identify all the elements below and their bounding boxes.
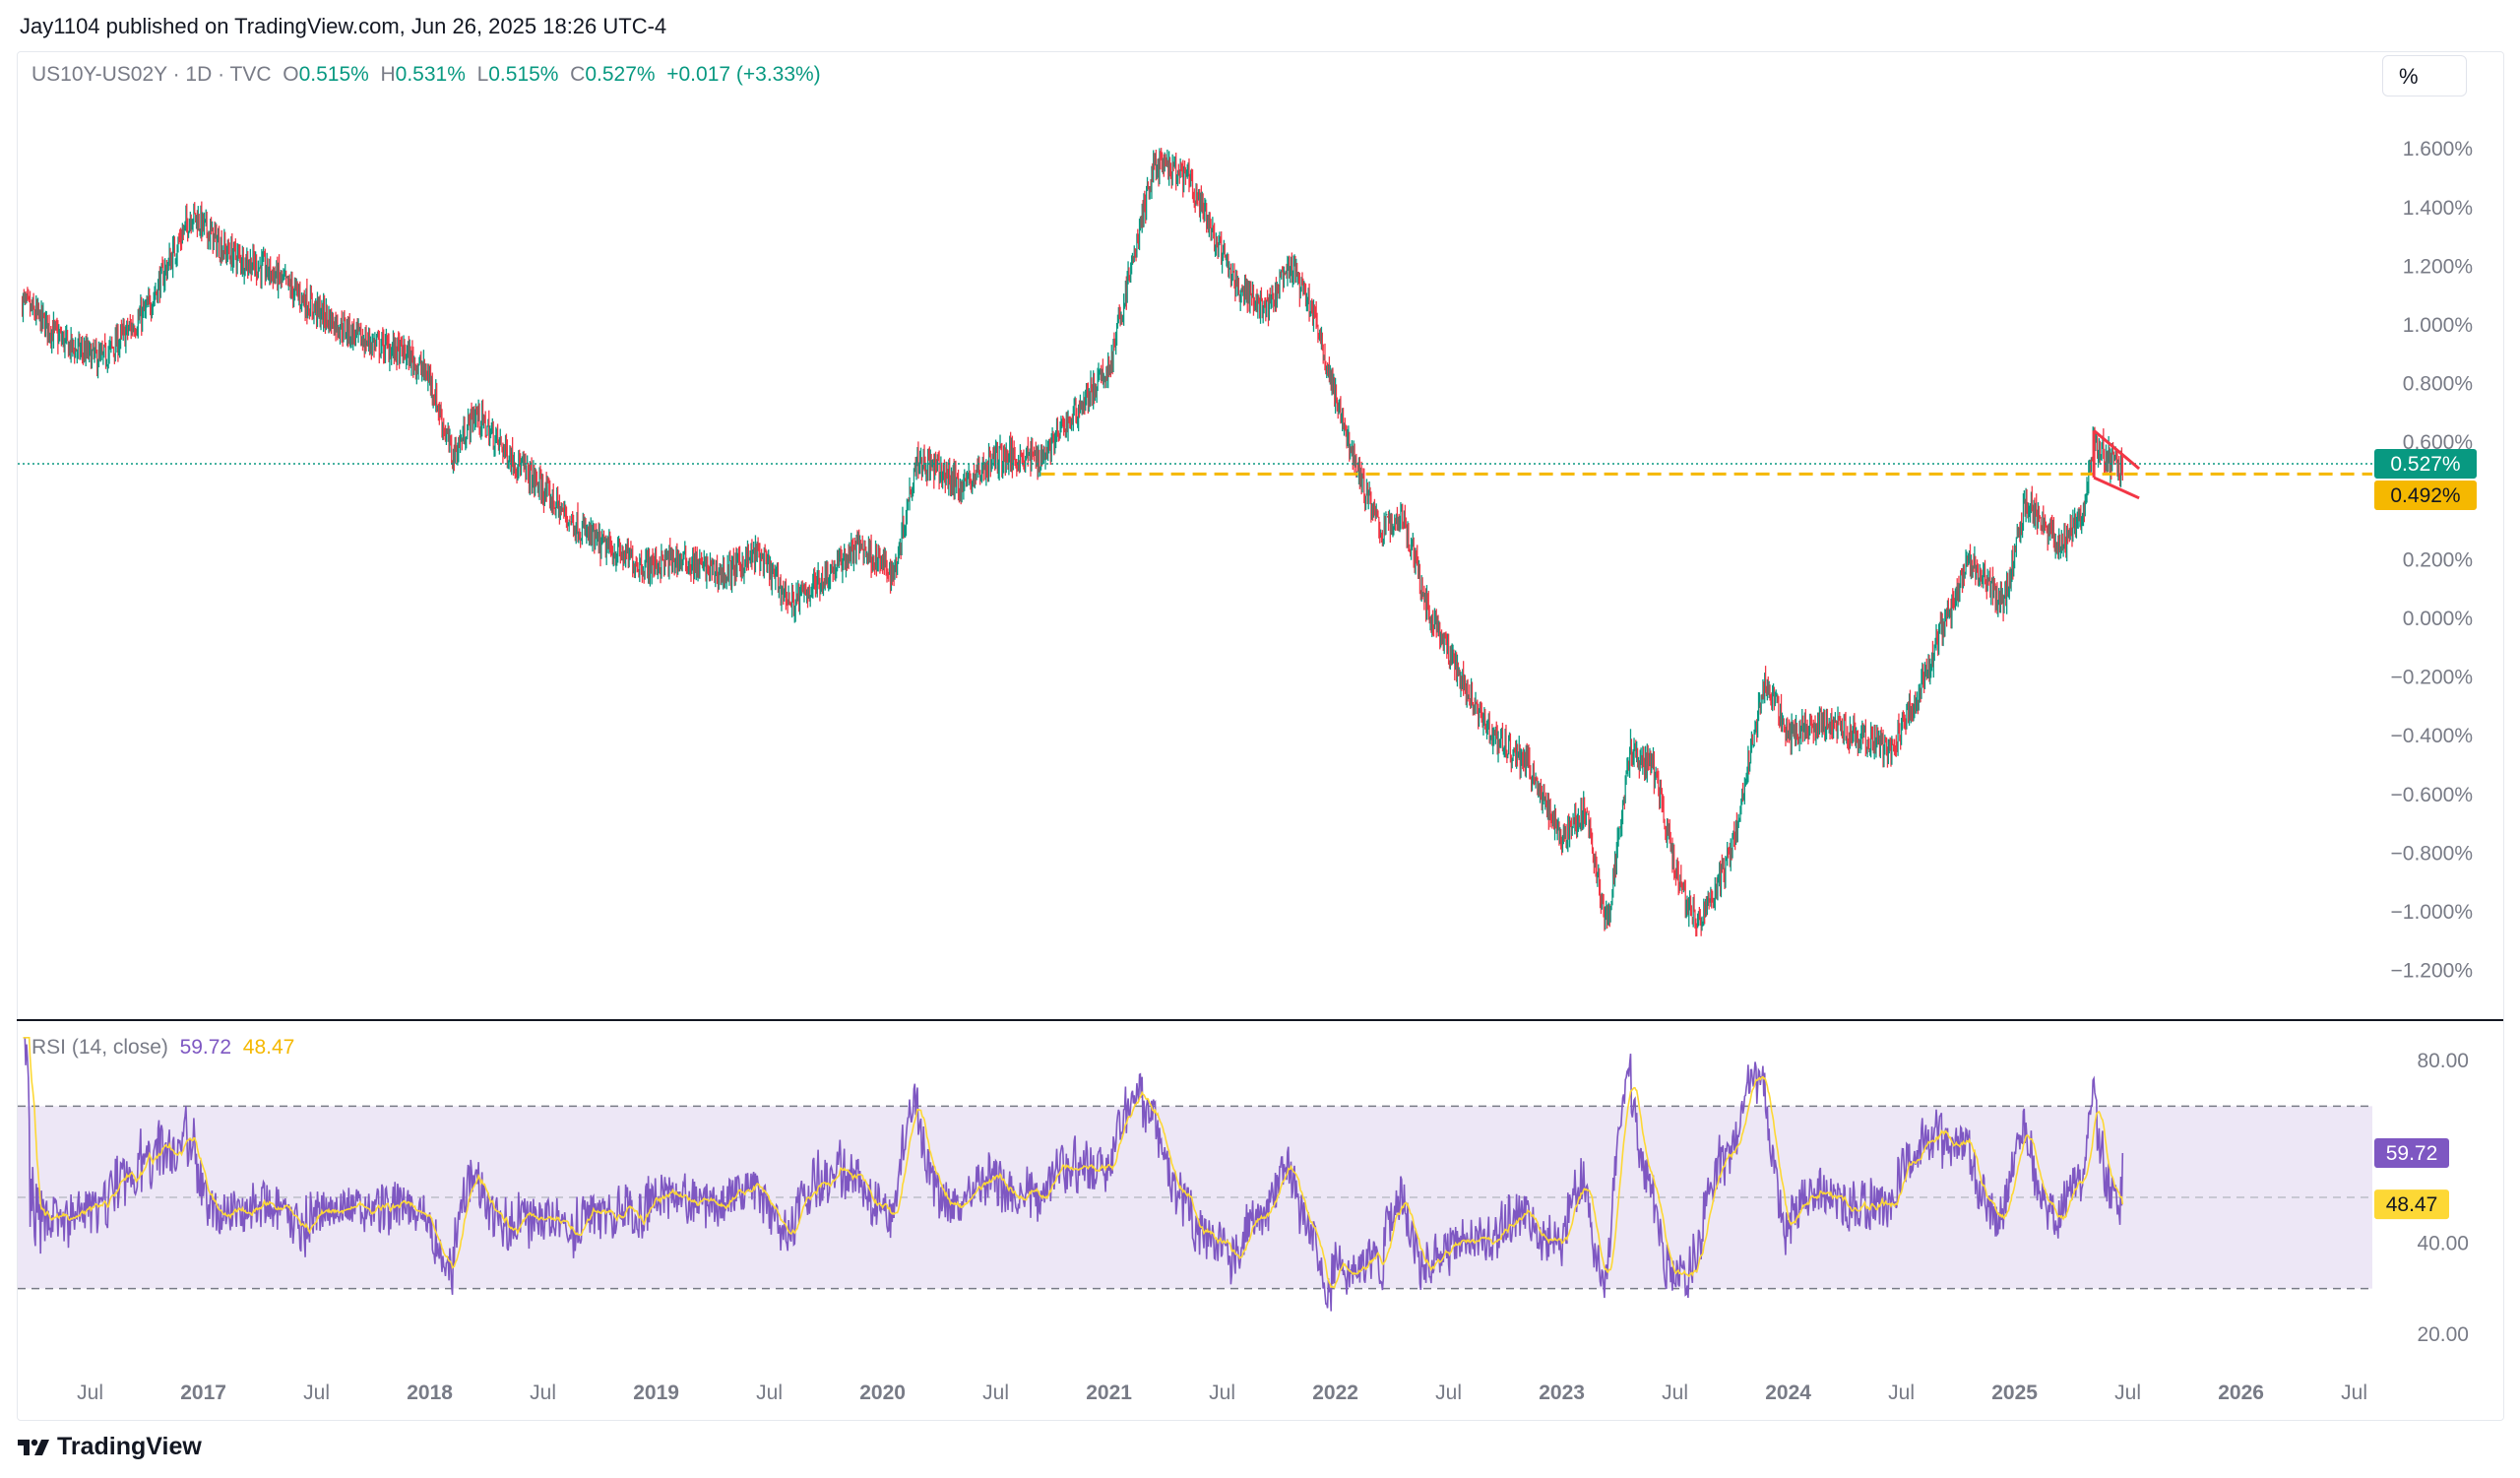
chart-frame xyxy=(17,51,2504,1421)
time-axis-tick: Jul xyxy=(1662,1382,1688,1404)
percent-scale-button[interactable]: % xyxy=(2382,55,2467,96)
time-axis-tick: 2017 xyxy=(180,1382,226,1404)
price-axis-tick: −1.000% xyxy=(2391,901,2474,924)
time-axis-tick: Jul xyxy=(756,1382,783,1404)
rsi-tag-bg xyxy=(2374,1137,2449,1168)
time-axis-tick: 2024 xyxy=(1765,1382,1811,1404)
price-axis-tick: −0.200% xyxy=(2391,667,2474,689)
close-label: C xyxy=(570,63,586,86)
rsi-tag-label: 48.47 xyxy=(2386,1193,2438,1216)
time-axis-tick: Jul xyxy=(982,1382,1009,1404)
price-tag-bg xyxy=(2374,480,2477,510)
rsi-ma-line xyxy=(23,1037,2124,1289)
time-axis-tick: 2019 xyxy=(633,1382,679,1404)
rsi-axis-tick: 20.00 xyxy=(2417,1323,2469,1346)
price-axis-tick: 0.600% xyxy=(2403,431,2473,454)
low-value: 0.515% xyxy=(488,63,559,86)
time-axis-tick: 2026 xyxy=(2218,1382,2264,1404)
price-axis-tick: −0.400% xyxy=(2391,725,2474,747)
price-axis-tick: 1.000% xyxy=(2403,314,2473,337)
time-axis-tick: Jul xyxy=(77,1382,103,1404)
price-axis-tick: 1.600% xyxy=(2403,138,2473,161)
time-axis-tick: Jul xyxy=(2341,1382,2367,1404)
tradingview-logo-icon xyxy=(18,1439,49,1455)
price-axis-tick: −1.200% xyxy=(2391,960,2474,983)
time-axis-tick: Jul xyxy=(1888,1382,1915,1404)
rsi-indicator-label[interactable]: RSI (14, close) xyxy=(32,1036,168,1059)
triangle-upper-line xyxy=(2093,429,2141,471)
rsi-axis-tick: 80.00 xyxy=(2417,1050,2469,1072)
price-axis-tick: −0.600% xyxy=(2391,784,2474,806)
tradingview-brand: TradingView xyxy=(57,1433,202,1460)
time-axis-tick: 2021 xyxy=(1086,1382,1132,1404)
price-tag-bg xyxy=(2374,448,2477,479)
symbol-name[interactable]: US10Y-US02Y · 1D · TVC xyxy=(32,63,272,86)
publisher-line: Jay1104 published on TradingView.com, Ju… xyxy=(20,14,667,38)
price-axis-tick: 0.000% xyxy=(2403,608,2473,630)
symbol-legend: US10Y-US02Y · 1D · TVC O0.515% H0.531% L… xyxy=(32,63,821,87)
rsi-legend-value: 59.72 xyxy=(179,1036,232,1059)
price-axis-tick: 0.200% xyxy=(2403,548,2473,571)
price-tag-label: 0.492% xyxy=(2390,484,2460,507)
open-value: 0.515% xyxy=(298,63,369,86)
rsi-tag-bg xyxy=(2374,1189,2449,1220)
low-label: L xyxy=(476,63,489,86)
time-axis-tick: 2022 xyxy=(1312,1382,1358,1404)
change-value: +0.017 (+3.33%) xyxy=(666,63,821,86)
price-axis-tick: 1.200% xyxy=(2403,255,2473,278)
time-axis-tick: 2020 xyxy=(859,1382,906,1404)
price-tag-label: 0.527% xyxy=(2390,453,2460,476)
high-label: H xyxy=(380,63,396,86)
rsi-legend: RSI (14, close) 59.72 48.47 xyxy=(32,1036,294,1060)
open-label: O xyxy=(283,63,299,86)
rsi-axis-tick: 40.00 xyxy=(2417,1232,2469,1254)
time-axis-tick: 2025 xyxy=(1991,1382,2038,1404)
price-axis-tick: −0.800% xyxy=(2391,842,2474,865)
time-axis-tick: Jul xyxy=(530,1382,556,1404)
rsi-tag-label: 59.72 xyxy=(2386,1142,2438,1165)
time-axis-tick: 2023 xyxy=(1539,1382,1585,1404)
time-axis-tick: Jul xyxy=(1209,1382,1235,1404)
time-axis-tick: Jul xyxy=(303,1382,330,1404)
time-axis-tick: Jul xyxy=(2114,1382,2141,1404)
time-axis-tick: 2018 xyxy=(407,1382,453,1404)
price-axis-tick: 1.400% xyxy=(2403,197,2473,220)
high-value: 0.531% xyxy=(395,63,466,86)
triangle-lower-line xyxy=(2093,476,2140,500)
price-axis-tick: 0.800% xyxy=(2403,373,2473,396)
tradingview-logo[interactable]: TradingView xyxy=(18,1433,202,1461)
close-value: 0.527% xyxy=(585,63,656,86)
time-axis-tick: Jul xyxy=(1435,1382,1462,1404)
rsi-ma-legend-value: 48.47 xyxy=(242,1036,295,1059)
